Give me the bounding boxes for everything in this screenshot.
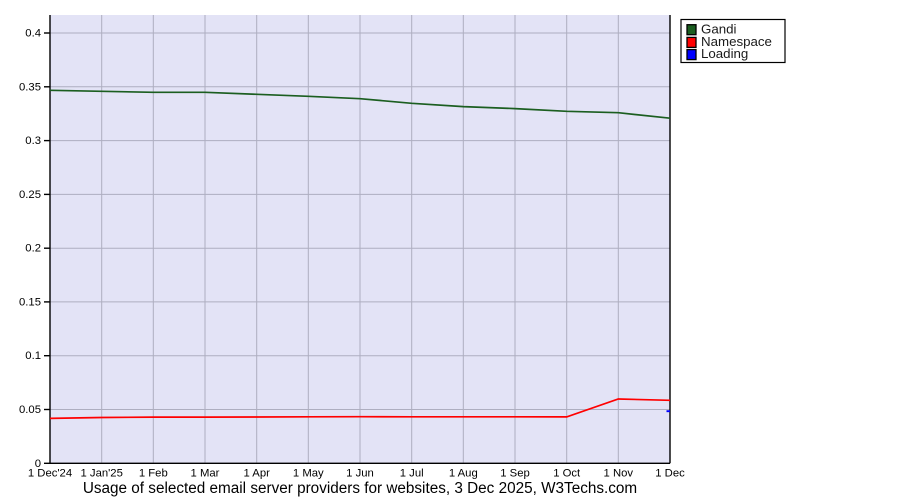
svg-text:0.1: 0.1 xyxy=(25,350,41,362)
svg-text:1 Jun: 1 Jun xyxy=(346,468,374,480)
svg-text:1 Dec: 1 Dec xyxy=(655,468,685,480)
svg-text:1 Feb: 1 Feb xyxy=(139,468,168,480)
svg-text:0.4: 0.4 xyxy=(25,28,41,40)
svg-text:1 Mar: 1 Mar xyxy=(191,468,220,480)
svg-text:0.25: 0.25 xyxy=(19,189,41,201)
svg-text:0.2: 0.2 xyxy=(25,243,41,255)
svg-text:1 Jan'25: 1 Jan'25 xyxy=(81,468,123,480)
svg-text:Loading: Loading xyxy=(701,46,748,61)
svg-text:1 May: 1 May xyxy=(293,468,324,480)
svg-text:0.05: 0.05 xyxy=(19,404,41,416)
svg-text:0.3: 0.3 xyxy=(25,135,41,147)
svg-text:1 Oct: 1 Oct xyxy=(553,468,581,480)
svg-text:1 Aug: 1 Aug xyxy=(449,468,478,480)
svg-text:0.35: 0.35 xyxy=(19,81,41,93)
svg-text:1 Sep: 1 Sep xyxy=(500,468,530,480)
svg-text:1 Nov: 1 Nov xyxy=(604,468,634,480)
svg-text:1 Dec'24: 1 Dec'24 xyxy=(28,468,72,480)
svg-text:0.15: 0.15 xyxy=(19,296,41,308)
svg-text:1 Apr: 1 Apr xyxy=(244,468,271,480)
svg-text:1 Jul: 1 Jul xyxy=(400,468,424,480)
